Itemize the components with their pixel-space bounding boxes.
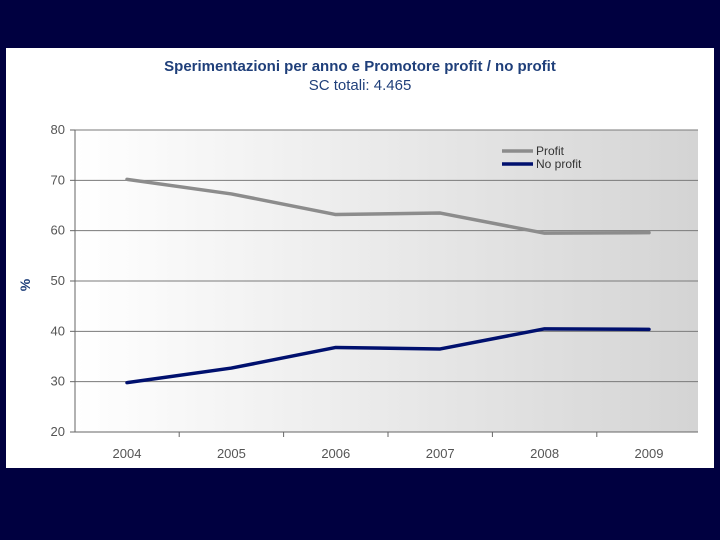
y-tick-label-50: 50 (51, 273, 65, 288)
y-tick-label-60: 60 (51, 223, 65, 238)
x-tick-label-2009: 2009 (635, 446, 664, 461)
y-tick-label-20: 20 (51, 424, 65, 439)
y-tick-label-80: 80 (51, 122, 65, 137)
x-tick-label-2004: 2004 (113, 446, 142, 461)
chart-title: Sperimentazioni per anno e Promotore pro… (164, 58, 556, 75)
series-line-no-profit (125, 327, 651, 385)
x-tick-label-2006: 2006 (321, 446, 350, 461)
chart-subtitle: SC totali: 4.465 (308, 77, 412, 94)
legend-label-no-profit: No profit (536, 157, 582, 171)
legend-label-profit: Profit (536, 144, 565, 158)
y-tick-label-70: 70 (51, 172, 65, 187)
y-axis-label: % (17, 278, 33, 291)
x-tick-label-2005: 2005 (217, 446, 246, 461)
x-tick-label-2007: 2007 (426, 446, 455, 461)
x-tick-label-2008: 2008 (530, 446, 559, 461)
y-tick-label-30: 30 (51, 374, 65, 389)
y-tick-label-40: 40 (51, 323, 65, 338)
series-line-profit (125, 177, 651, 235)
